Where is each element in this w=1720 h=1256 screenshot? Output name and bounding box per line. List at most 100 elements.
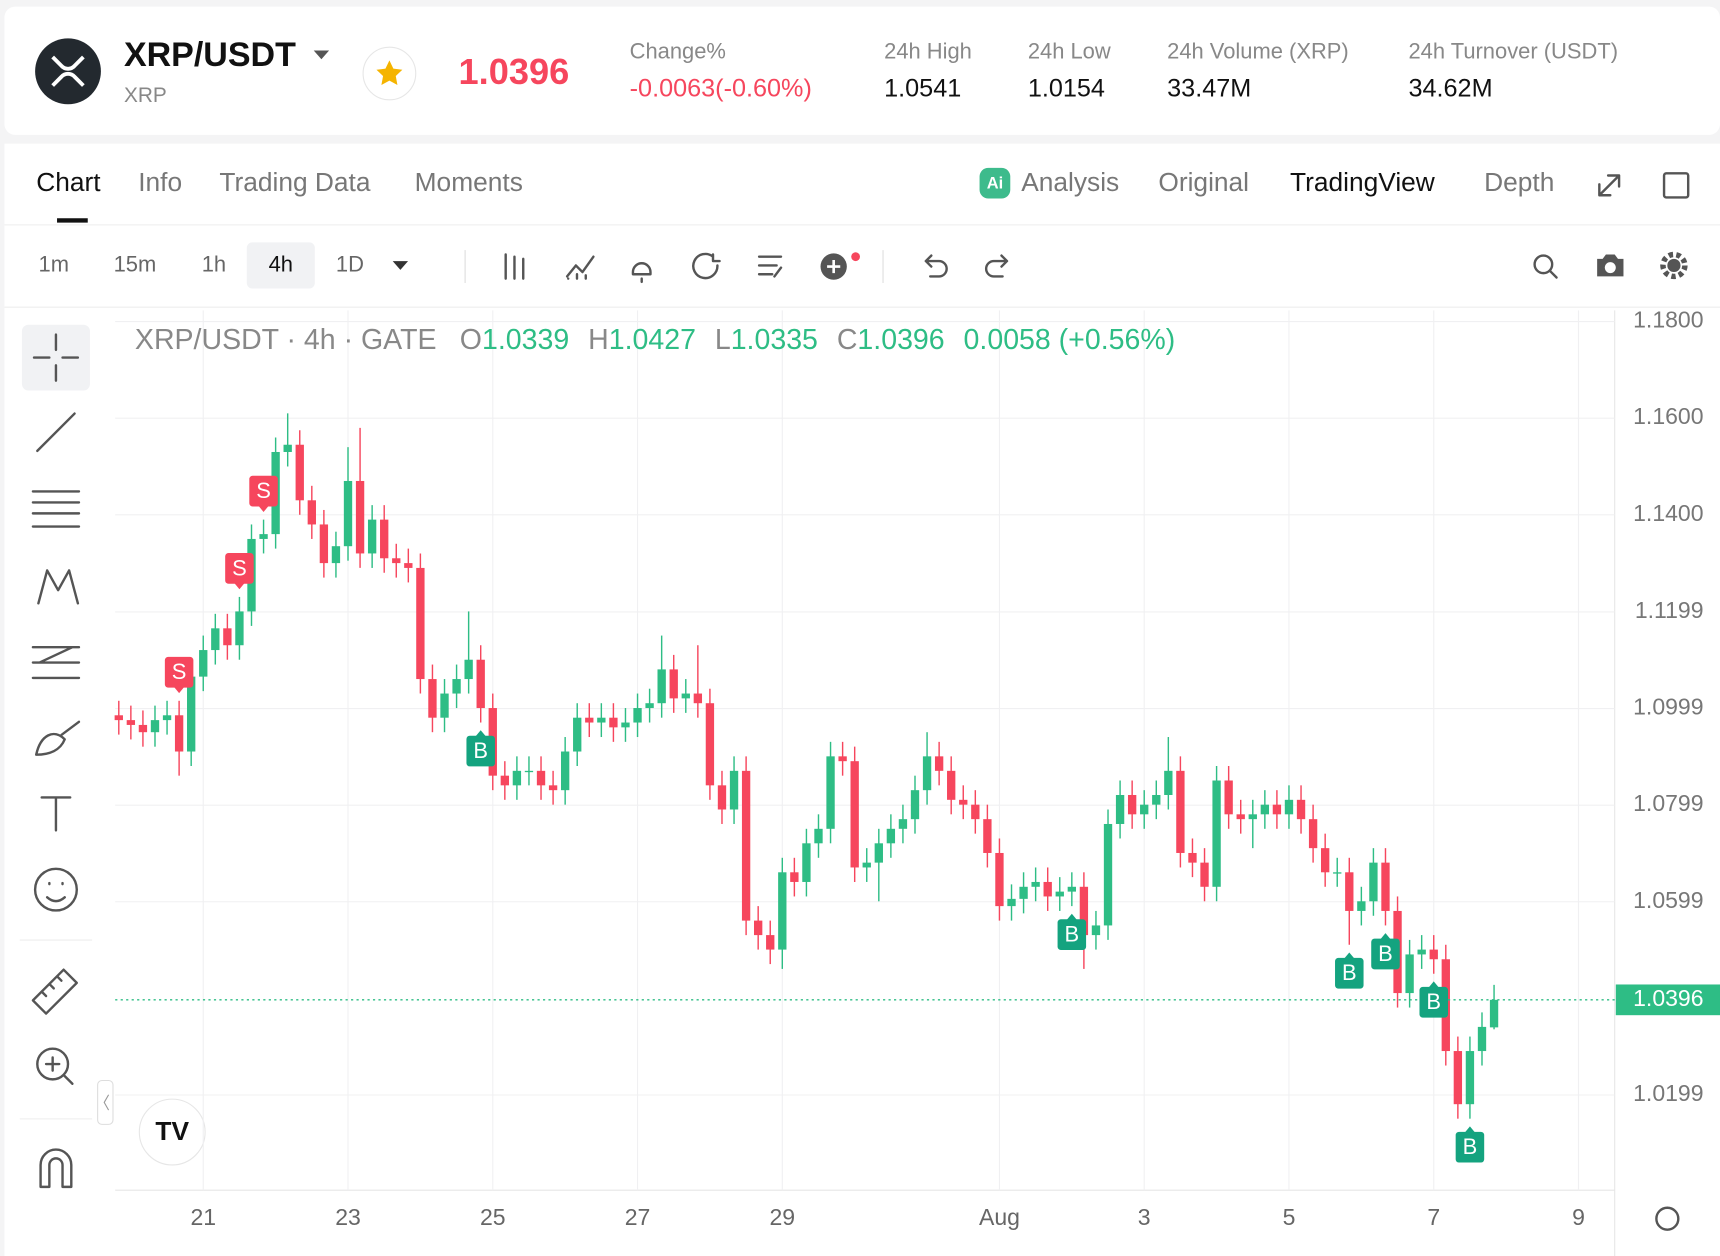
search-icon[interactable] <box>1533 254 1554 275</box>
candle-body <box>995 852 1004 907</box>
fib-tool[interactable] <box>31 490 81 528</box>
signal-pointer <box>1464 1126 1476 1133</box>
candle-body <box>1019 886 1028 899</box>
candle-body <box>560 751 570 791</box>
candle-body <box>452 679 461 694</box>
axis-settings-icon[interactable] <box>1655 1206 1680 1231</box>
candle-body <box>1152 794 1161 805</box>
view-option[interactable]: Analysis <box>1021 167 1119 197</box>
tv-logo[interactable] <box>138 1098 206 1166</box>
crosshair-tool[interactable] <box>32 333 80 382</box>
candle-body <box>1489 999 1499 1028</box>
zoom-tool[interactable] <box>36 1047 70 1081</box>
candle-body <box>1465 1051 1475 1105</box>
brush-tool[interactable] <box>34 720 81 756</box>
expand-icon[interactable] <box>1598 174 1621 197</box>
view-option[interactable]: Original <box>1158 167 1249 197</box>
candle-body <box>1079 886 1089 936</box>
view-option[interactable]: TradingView <box>1290 167 1436 197</box>
chart-type-icon[interactable] <box>504 253 525 280</box>
ruler-tool[interactable] <box>31 968 78 1015</box>
candle-body <box>947 770 956 800</box>
tab[interactable]: Trading Data <box>219 167 370 197</box>
line-tool[interactable] <box>36 412 76 453</box>
tab[interactable]: Info <box>138 167 182 197</box>
candle-body <box>380 519 389 559</box>
view-option[interactable]: Depth <box>1484 167 1554 197</box>
candle-body <box>609 717 618 728</box>
candle-body <box>162 715 172 721</box>
trade-signal: B <box>1371 933 1400 970</box>
candle-body <box>440 693 449 718</box>
ohlc-letter: L <box>715 324 731 356</box>
candle-body <box>295 444 304 501</box>
replay-icon[interactable] <box>692 252 721 280</box>
signal-badge <box>249 475 278 507</box>
y-tick-label: 1.0599 <box>1633 887 1703 913</box>
undo-icon[interactable] <box>924 254 948 278</box>
candle-body <box>585 717 594 723</box>
candle-body <box>1176 770 1185 853</box>
candle-body <box>1453 1051 1463 1105</box>
tab[interactable]: Moments <box>415 167 523 197</box>
y-tick-label: 1.1400 <box>1633 500 1703 526</box>
pair-dropdown[interactable] <box>313 50 330 60</box>
settings-icon[interactable] <box>1660 251 1688 280</box>
candle-body <box>886 828 896 844</box>
candle-body <box>1164 770 1173 795</box>
candle-body <box>1200 862 1209 887</box>
interval[interactable]: 15m <box>114 251 157 276</box>
candle-body <box>1429 949 1438 960</box>
trade-signal: S <box>164 656 194 694</box>
indicators-icon[interactable] <box>565 255 595 280</box>
candle-body <box>802 843 811 882</box>
ohlc-letter: H <box>588 324 609 356</box>
collapse-toolbar[interactable] <box>97 1079 114 1125</box>
signal-label: S <box>172 659 187 684</box>
interval[interactable]: 4h <box>269 251 293 276</box>
candle-body <box>1320 848 1330 873</box>
interval[interactable]: 1D <box>336 251 364 276</box>
candle-body <box>150 720 160 733</box>
signal-badge <box>466 735 495 767</box>
template-icon[interactable] <box>757 255 783 278</box>
candle-body <box>392 558 401 564</box>
interval[interactable]: 1m <box>39 251 69 276</box>
trade-signal: B <box>1419 981 1448 1018</box>
candle-body <box>1272 804 1282 815</box>
zoom-tool-plus <box>44 1056 74 1085</box>
candle-body <box>645 703 654 709</box>
change-value: 0.0058 (+0.56%) <box>964 324 1176 356</box>
tab[interactable]: Chart <box>36 167 101 197</box>
candle-body <box>681 693 690 699</box>
candle-body <box>416 567 425 680</box>
signal-badge <box>225 553 254 584</box>
candle-body <box>223 628 232 646</box>
interval[interactable]: 1h <box>202 251 226 276</box>
candle-body <box>1043 881 1052 897</box>
y-tick-label: 1.1199 <box>1635 597 1704 623</box>
candle-body <box>319 524 329 564</box>
candle-body <box>874 843 883 863</box>
pair-name[interactable]: XRP/USDT <box>124 36 296 74</box>
y-tick-label: 1.0999 <box>1633 694 1703 720</box>
pattern-tool[interactable] <box>37 569 80 605</box>
window-icon[interactable] <box>1662 172 1690 199</box>
signal-label: B <box>1378 941 1393 966</box>
redo-icon[interactable] <box>985 254 1009 278</box>
candle-body <box>343 480 353 547</box>
prediction-tool[interactable] <box>31 645 81 680</box>
signal-label: B <box>1463 1134 1478 1159</box>
alert-icon[interactable] <box>631 262 652 284</box>
text-tool[interactable] <box>40 796 72 832</box>
candle-body <box>778 872 787 950</box>
interval-dropdown[interactable] <box>392 261 409 270</box>
chart-legend: XRP/USDT · 4h · GATE O1.0339 H1.0427 L1.… <box>135 324 1175 356</box>
emoji-tool[interactable] <box>33 867 78 912</box>
candle-body <box>367 519 377 554</box>
y-tick-label: 1.0799 <box>1633 790 1703 816</box>
magnet-tool[interactable] <box>39 1148 73 1189</box>
search-icon-handle <box>1548 269 1558 279</box>
